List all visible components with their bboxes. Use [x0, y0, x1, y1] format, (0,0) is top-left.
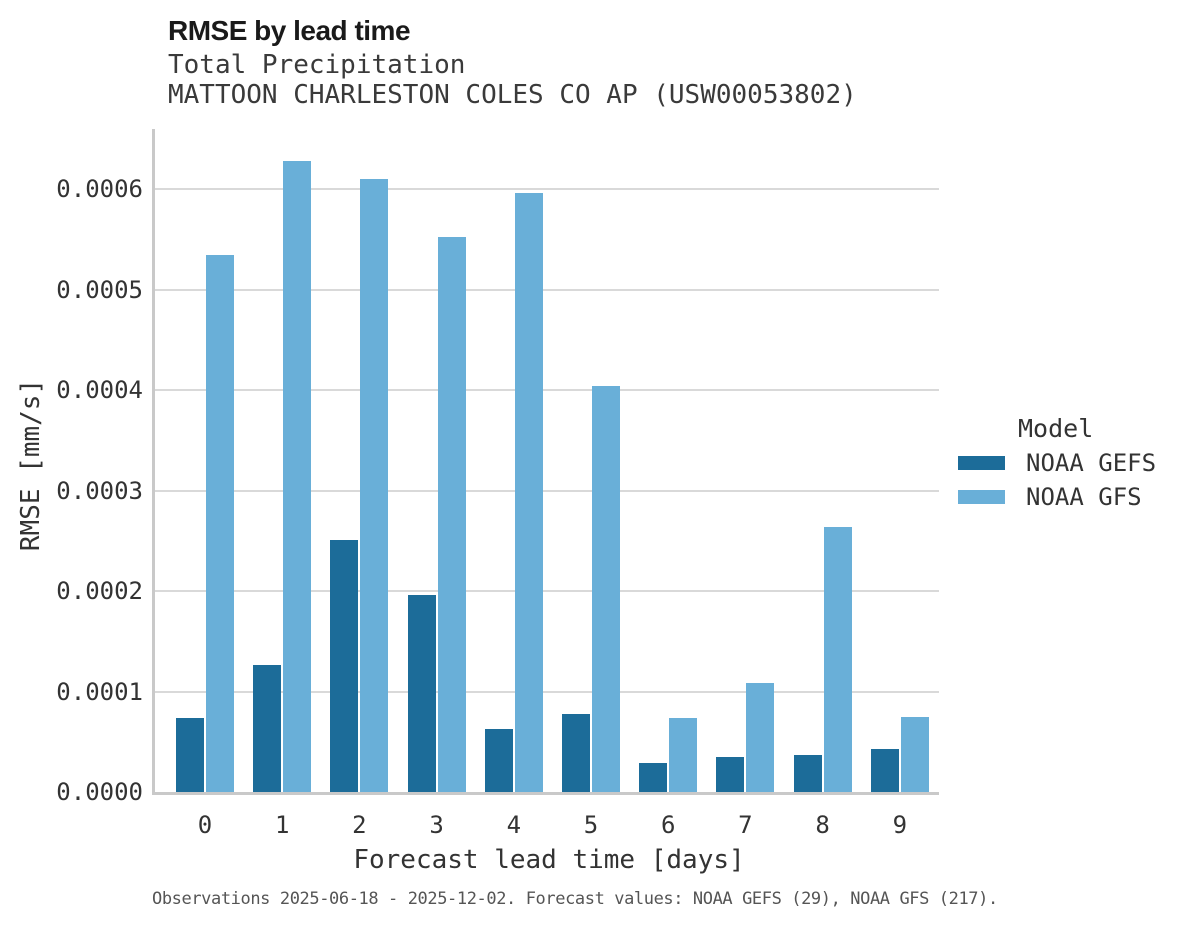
y-tick-labels: 0.0000 0.0001 0.0002 0.0003 0.0004 0.0005 0.00… [0, 129, 143, 806]
gridline [155, 188, 939, 191]
bar-noaa-gfs-lead-2 [360, 179, 389, 792]
x-tick-label: 1 [274, 811, 290, 839]
x-tick-label: 2 [352, 811, 367, 839]
y-tick-label: 0.0000 [56, 778, 143, 806]
bar-noaa-gfs-lead-8 [823, 526, 852, 792]
gridline [155, 288, 939, 291]
legend-label-noaa-gefs: NOAA GEFS [1026, 449, 1157, 477]
gridline [155, 389, 939, 392]
bar-noaa-gfs-lead-1 [283, 161, 312, 792]
bar-noaa-gefs-lead-4 [484, 728, 513, 792]
bar-noaa-gefs-lead-0 [176, 717, 204, 792]
bar-noaa-gefs-lead-1 [253, 665, 282, 792]
y-tick-label: 0.0004 [56, 376, 143, 405]
chart-subtitle-station: MATTOON CHARLESTON COLES CO AP (USW00053… [168, 80, 857, 110]
x-tick-label: 3 [429, 811, 444, 839]
legend-title: Model [1018, 414, 1094, 443]
caption: Observations 2025-06-18 - 2025-12-02. Fo… [152, 889, 998, 909]
y-tick-label: 0.0005 [56, 275, 143, 304]
x-tick-label: 0 [197, 811, 213, 839]
bar-noaa-gfs-lead-0 [206, 254, 234, 792]
legend: Model NOAA GEFS NOAA GFS [958, 414, 1156, 512]
legend-swatch-noaa-gfs [958, 490, 1005, 504]
x-axis-title: Forecast lead time [days] [353, 845, 745, 875]
x-tick-label: 6 [660, 811, 676, 839]
x-tick-label: 9 [892, 811, 908, 839]
x-tick-label: 7 [738, 811, 753, 839]
y-tick-label: 0.0006 [56, 175, 143, 204]
gridline [155, 590, 939, 593]
bar-noaa-gefs-lead-2 [330, 539, 359, 792]
gridline [155, 690, 939, 693]
y-tick-label: 0.0001 [56, 677, 143, 706]
legend-label-noaa-gfs: NOAA GFS [1026, 483, 1142, 511]
y-tick-label: 0.0002 [56, 577, 143, 606]
plot-area [152, 129, 939, 795]
bar-noaa-gefs-lead-7 [716, 756, 745, 792]
bar-noaa-gefs-lead-9 [870, 748, 899, 792]
gridline [155, 489, 939, 492]
bar-noaa-gefs-lead-8 [793, 754, 822, 792]
bar-noaa-gfs-lead-3 [437, 236, 466, 792]
bar-noaa-gefs-lead-6 [639, 762, 668, 792]
legend-item-noaa-gfs: NOAA GFS [958, 482, 1156, 512]
x-tick-label: 4 [506, 811, 522, 839]
x-tick-labels: 0 1 2 3 4 5 6 7 8 9 [0, 812, 1178, 842]
bar-noaa-gfs-lead-6 [669, 717, 698, 792]
bar-noaa-gefs-lead-3 [407, 595, 436, 792]
y-tick-label: 0.0003 [56, 476, 143, 505]
bar-noaa-gfs-lead-9 [900, 716, 929, 792]
bar-noaa-gefs-lead-5 [562, 713, 590, 792]
legend-item-noaa-gefs: NOAA GEFS [958, 448, 1156, 478]
chart-title: RMSE by lead time [168, 15, 411, 46]
legend-swatch-noaa-gefs [958, 456, 1005, 470]
x-tick-label: 5 [583, 811, 599, 839]
bar-noaa-gfs-lead-7 [746, 682, 775, 792]
bar-noaa-gfs-lead-5 [592, 386, 620, 792]
bar-noaa-gfs-lead-4 [514, 193, 543, 792]
x-tick-label: 8 [815, 811, 830, 839]
chart-subtitle-variable: Total Precipitation [168, 50, 466, 80]
